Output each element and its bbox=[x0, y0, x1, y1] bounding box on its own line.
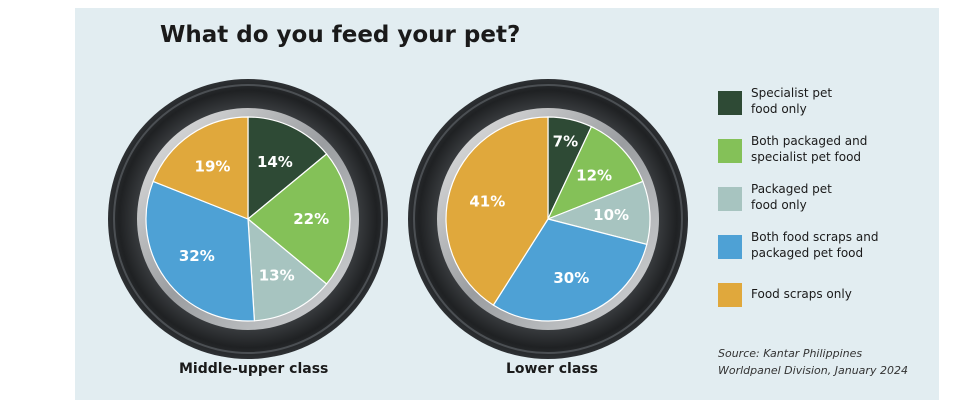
slice-label: 13% bbox=[259, 266, 295, 284]
legend-item-packaged: Packaged pet food only bbox=[718, 181, 928, 229]
bowl-lower: 7% 12% 10% 30% 41% bbox=[408, 79, 688, 359]
pie-slice bbox=[145, 180, 256, 322]
legend-item-specialist: Specialist pet food only bbox=[718, 85, 928, 133]
legend-label-line: food only bbox=[751, 198, 807, 212]
pie-slice bbox=[152, 116, 249, 220]
bowl-tire-edge bbox=[113, 84, 383, 354]
legend-label-line: Both packaged and bbox=[751, 134, 868, 148]
slice-label: 19% bbox=[195, 158, 231, 176]
source-note: Source: Kantar Philippines Worldpanel Di… bbox=[718, 345, 918, 379]
legend-item-scraps: Food scraps only bbox=[718, 277, 928, 325]
legend-label: Both packaged and specialist pet food bbox=[751, 133, 929, 165]
legend-label-line: specialist pet food bbox=[751, 150, 862, 164]
slice-label: 7% bbox=[553, 132, 578, 150]
source-line: Source: Kantar Philippines bbox=[718, 347, 863, 360]
legend-label-line: packaged pet food bbox=[751, 246, 864, 260]
legend-swatch bbox=[718, 235, 742, 259]
pie-slice bbox=[546, 125, 644, 221]
slice-label: 32% bbox=[179, 247, 215, 265]
legend-item-scraps-packaged: Both food scraps and packaged pet food bbox=[718, 229, 928, 277]
legend-label: Food scraps only bbox=[751, 286, 929, 302]
legend-label-line: Specialist pet bbox=[751, 86, 833, 100]
bowl-middle-upper: 14% 22% 13% 32% 19% bbox=[108, 79, 388, 359]
pie-slice bbox=[247, 153, 351, 285]
source-line: Worldpanel Division, January 2024 bbox=[718, 364, 908, 377]
legend-item-packaged-specialist: Both packaged and specialist pet food bbox=[718, 133, 928, 181]
legend-swatch bbox=[718, 91, 742, 115]
legend-label: Packaged pet food only bbox=[751, 181, 929, 213]
legend-label: Specialist pet food only bbox=[751, 85, 929, 117]
chart-title: What do you feed your pet? bbox=[160, 22, 521, 48]
slice-label: 14% bbox=[257, 153, 293, 171]
slice-label: 10% bbox=[593, 206, 629, 224]
legend-swatch bbox=[718, 283, 742, 307]
pie-slice bbox=[247, 116, 328, 221]
legend-swatch bbox=[718, 187, 742, 211]
pie-slice bbox=[247, 217, 328, 322]
pie-slice bbox=[492, 218, 648, 322]
pie-slice bbox=[445, 116, 549, 306]
pie-caption-middle-upper: Middle-upper class bbox=[179, 361, 329, 377]
slice-label: 22% bbox=[293, 210, 329, 228]
pie-caption-lower: Lower class bbox=[506, 361, 598, 377]
slice-label: 12% bbox=[576, 167, 612, 185]
legend: Specialist pet food only Both packaged a… bbox=[718, 85, 928, 325]
legend-label-line: Food scraps only bbox=[751, 287, 852, 301]
legend-label-line: food only bbox=[751, 102, 807, 116]
bowl-tire-edge bbox=[413, 84, 683, 354]
legend-label: Both food scraps and packaged pet food bbox=[751, 229, 929, 261]
slice-label: 30% bbox=[553, 269, 589, 287]
slice-label: 41% bbox=[469, 192, 505, 210]
legend-label-line: Both food scraps and bbox=[751, 230, 879, 244]
legend-label-line: Packaged pet bbox=[751, 182, 832, 196]
legend-swatch bbox=[718, 139, 742, 163]
